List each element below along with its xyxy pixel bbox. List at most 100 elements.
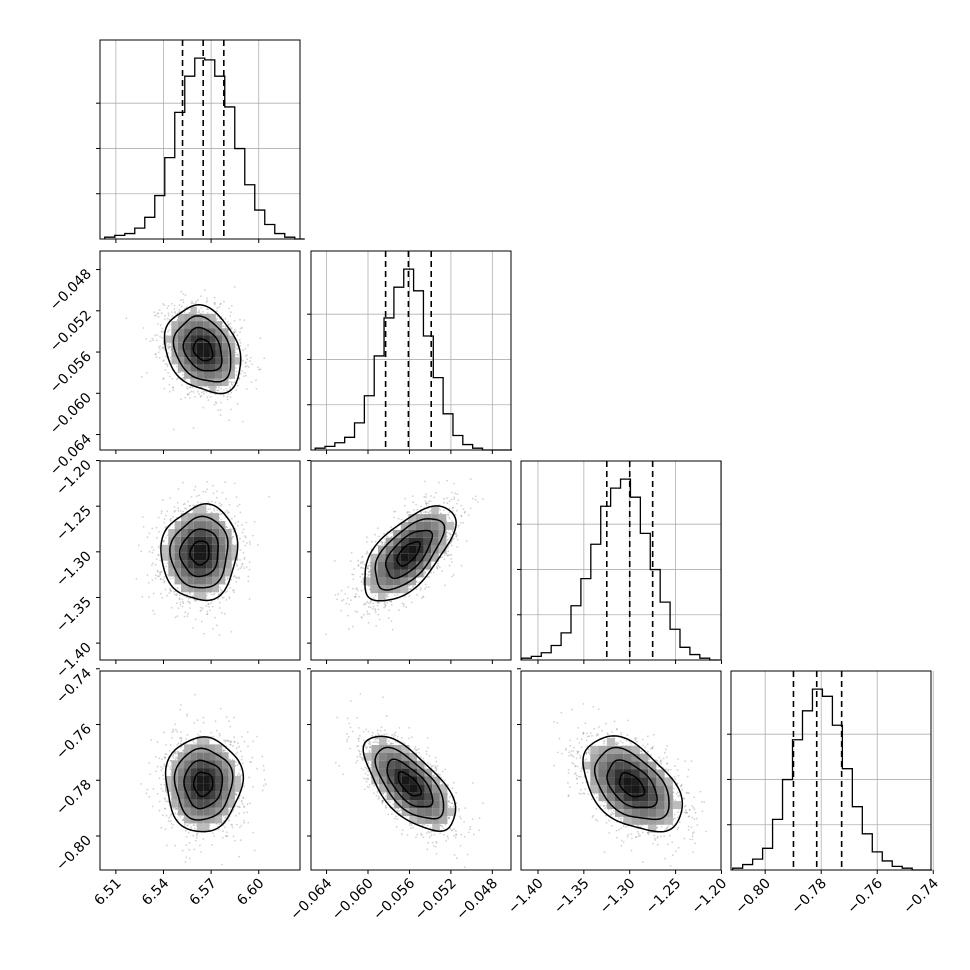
scatter-point: [245, 374, 247, 377]
scatter-point: [230, 408, 232, 411]
scatter-point: [384, 603, 386, 606]
scatter-point: [228, 307, 231, 310]
scatter-point: [219, 303, 222, 306]
density-cell: [177, 350, 185, 358]
scatter-point: [430, 495, 432, 497]
scatter-point: [393, 516, 396, 519]
scatter-point: [168, 344, 170, 346]
density-cell: [222, 350, 229, 358]
scatter-point: [197, 299, 199, 302]
scatter-point: [218, 306, 221, 308]
scatter-point: [174, 312, 177, 314]
density-cell: [228, 371, 235, 379]
scatter-point: [482, 498, 484, 500]
scatter-point: [214, 501, 217, 504]
density-cell: [219, 536, 226, 545]
scatter-point: [230, 311, 232, 313]
scatter-point: [242, 551, 245, 554]
scatter-point: [370, 599, 373, 602]
density-cell: [222, 364, 229, 372]
scatter-point: [233, 286, 236, 288]
density-cell: [168, 529, 175, 537]
scatter-point: [220, 401, 222, 404]
scatter-point: [448, 532, 451, 534]
scatter-point: [361, 556, 363, 559]
density-cell: [174, 521, 181, 529]
density-cell: [190, 371, 197, 379]
scatter-point: [175, 594, 178, 597]
scatter-point: [168, 383, 171, 386]
scatter-point: [163, 518, 166, 520]
scatter-point: [166, 594, 169, 597]
scatter-point: [239, 511, 242, 514]
scatter-point: [239, 559, 241, 561]
scatter-point: [162, 303, 165, 305]
density-cell: [200, 568, 207, 577]
scatter-point: [163, 521, 166, 524]
scatter-point: [230, 381, 233, 384]
scatter-point: [166, 307, 169, 309]
density-cell: [203, 350, 210, 358]
scatter-point: [443, 497, 445, 500]
scatter-point: [148, 551, 151, 553]
scatter-point: [162, 359, 165, 362]
scatter-point: [230, 382, 233, 385]
scatter-point: [412, 586, 415, 589]
scatter-point: [179, 371, 182, 374]
density-cell: [222, 335, 229, 343]
scatter-point: [237, 384, 240, 387]
scatter-point: [239, 342, 242, 344]
scatter-point: [235, 496, 238, 498]
density-cell: [196, 364, 204, 372]
scatter-point: [207, 399, 210, 401]
scatter-point: [368, 571, 370, 574]
scatter-point: [169, 518, 172, 521]
scatter-point: [213, 302, 216, 304]
density-cell: [215, 357, 223, 365]
scatter-point: [235, 347, 238, 349]
scatter-point: [159, 578, 162, 581]
scatter-point: [187, 393, 190, 396]
density-cell: [212, 568, 219, 577]
density-cell: [196, 371, 204, 379]
scatter-point: [236, 353, 239, 356]
scatter-point: [355, 593, 358, 596]
density-cell: [177, 313, 185, 322]
density-cell: [196, 350, 204, 358]
scatter-point: [178, 598, 181, 601]
scatter-point: [160, 578, 162, 580]
scatter-point: [191, 595, 194, 597]
scatter-point: [156, 536, 158, 539]
scatter-point: [148, 596, 150, 598]
scatter-point: [222, 395, 225, 397]
density-cell: [174, 576, 181, 585]
scatter-point: [182, 293, 185, 295]
density-cell: [181, 544, 188, 553]
scatter-point: [206, 308, 208, 310]
density-cell: [174, 536, 181, 545]
scatter-point: [439, 512, 442, 515]
density-cell: [203, 321, 210, 329]
scatter-point: [216, 307, 219, 310]
scatter-point: [169, 577, 172, 580]
scatter-point: [174, 593, 176, 596]
scatter-point: [363, 604, 365, 606]
scatter-point: [408, 595, 411, 598]
scatter-point: [360, 580, 363, 583]
scatter-point: [377, 608, 380, 611]
density-cell: [177, 357, 185, 365]
scatter-point: [155, 526, 158, 529]
scatter-point: [182, 301, 185, 304]
density-cell: [231, 544, 238, 553]
scatter-point: [178, 311, 181, 313]
density-cell: [225, 529, 232, 537]
scatter-point: [245, 566, 248, 568]
scatter-point: [220, 518, 223, 521]
scatter-point: [215, 624, 218, 627]
density-cell: [206, 560, 213, 569]
scatter-point: [448, 507, 451, 510]
scatter-point: [246, 358, 249, 361]
scatter-point: [239, 318, 241, 321]
scatter-point: [425, 501, 428, 504]
scatter-point: [348, 628, 350, 630]
